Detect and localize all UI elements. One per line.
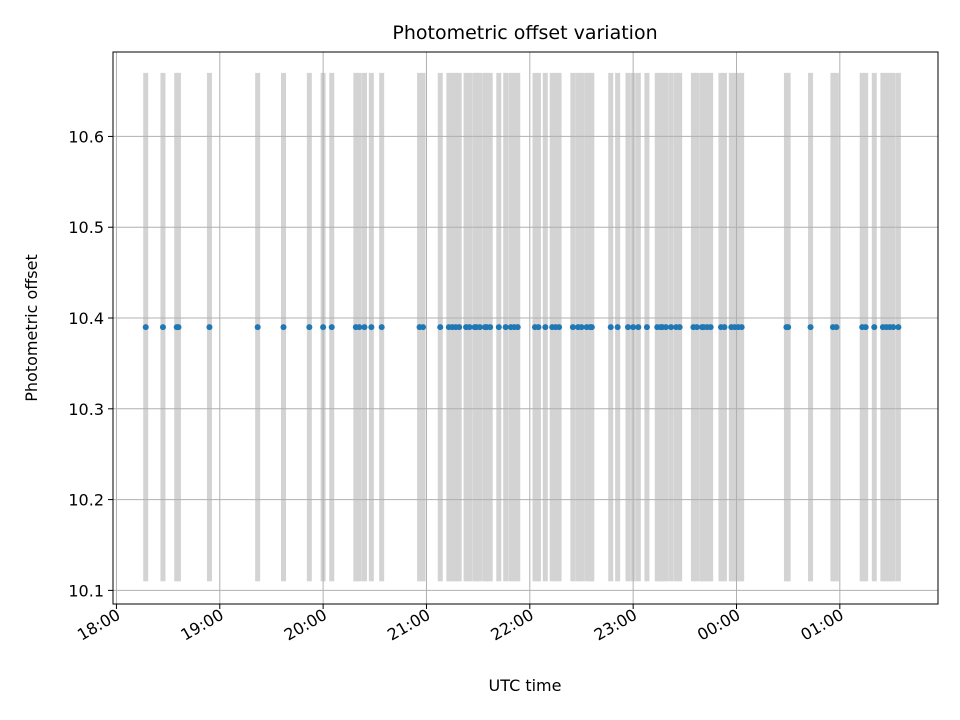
y-tick-label: 10.2 — [68, 491, 104, 510]
data-point — [890, 324, 897, 331]
data-point — [356, 324, 363, 331]
data-point — [280, 324, 287, 331]
data-point — [495, 324, 502, 331]
data-points — [142, 324, 902, 331]
data-point — [607, 324, 614, 331]
y-tick-label: 10.4 — [68, 309, 104, 328]
data-point — [368, 324, 375, 331]
data-point — [542, 324, 549, 331]
data-point — [662, 324, 669, 331]
data-point — [535, 324, 542, 331]
data-point — [785, 324, 792, 331]
data-point — [693, 324, 700, 331]
data-point — [871, 324, 878, 331]
data-point — [361, 324, 368, 331]
data-point — [159, 324, 166, 331]
data-point — [807, 324, 814, 331]
data-point — [624, 324, 631, 331]
data-point — [895, 324, 902, 331]
data-point — [254, 324, 261, 331]
data-point — [306, 324, 313, 331]
plot-frame — [112, 51, 939, 605]
data-point — [456, 324, 463, 331]
data-point — [588, 324, 595, 331]
data-point — [578, 324, 585, 331]
chart-title: Photometric offset variation — [392, 22, 657, 44]
data-point — [833, 324, 840, 331]
data-point — [676, 324, 683, 331]
data-point — [569, 324, 576, 331]
data-point — [668, 324, 675, 331]
data-point — [502, 324, 509, 331]
data-point — [320, 324, 327, 331]
data-point — [738, 324, 745, 331]
data-point — [206, 324, 213, 331]
data-point — [476, 324, 483, 331]
data-point — [643, 324, 650, 331]
y-tick-label: 10.5 — [68, 218, 104, 237]
y-axis: 10.1 10.2 10.3 10.4 10.5 10.6 — [68, 127, 113, 600]
data-point — [142, 324, 149, 331]
y-tick-label: 10.6 — [68, 127, 104, 146]
data-point — [378, 324, 385, 331]
data-point — [466, 324, 473, 331]
y-tick-label: 10.3 — [68, 400, 104, 419]
data-point — [707, 324, 714, 331]
data-point — [721, 324, 728, 331]
data-point — [487, 324, 494, 331]
data-point — [175, 324, 182, 331]
data-point — [328, 324, 335, 331]
data-point — [420, 324, 427, 331]
x-axis-label: UTC time — [489, 676, 562, 695]
data-point — [614, 324, 621, 331]
data-point — [630, 324, 637, 331]
data-point — [862, 324, 869, 331]
data-point — [437, 324, 444, 331]
data-point — [635, 324, 642, 331]
data-point — [514, 324, 521, 331]
data-point — [556, 324, 563, 331]
y-tick-label: 10.1 — [68, 581, 104, 600]
y-axis-label: Photometric offset — [22, 254, 41, 402]
